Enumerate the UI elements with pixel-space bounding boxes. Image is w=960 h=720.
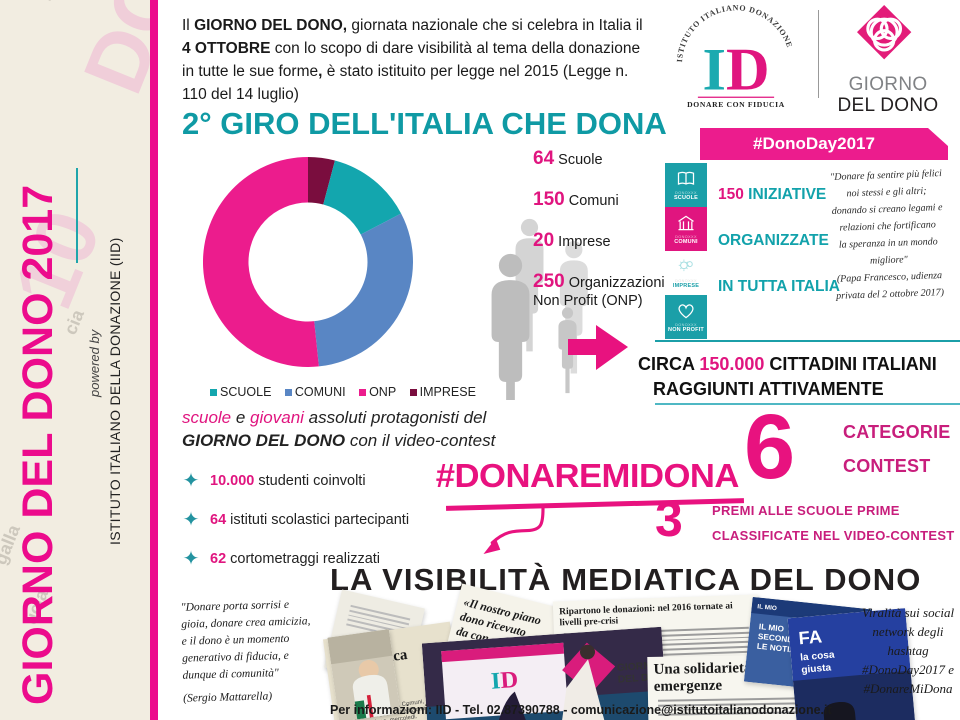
svg-text:DONARE CON FIDUCIA: DONARE CON FIDUCIA — [687, 100, 785, 109]
svg-text:ID: ID — [702, 37, 769, 104]
svg-text:FA: FA — [798, 627, 823, 649]
svg-text:ID: ID — [490, 667, 519, 694]
